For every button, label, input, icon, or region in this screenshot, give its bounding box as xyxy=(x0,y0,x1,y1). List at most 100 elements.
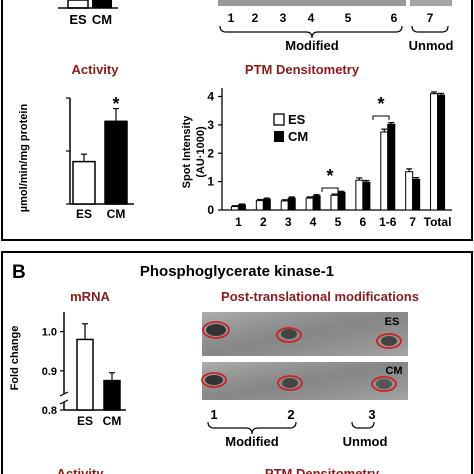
legend-swatch-es xyxy=(273,113,285,126)
ptm-title: PTM Densitometry xyxy=(245,62,360,77)
spot-circle xyxy=(376,333,402,349)
legend-label-cm: CM xyxy=(288,129,308,144)
activity-chart xyxy=(66,97,134,205)
activity-category-es: ES xyxy=(76,207,92,221)
lane-number: 3 xyxy=(280,11,287,25)
ptm-bar-cm xyxy=(337,191,346,211)
lane-number: 7 xyxy=(427,11,434,25)
ptm-bar-es xyxy=(380,131,389,211)
activity-title: Activity xyxy=(72,62,120,77)
lane-number: 2 xyxy=(287,407,294,422)
ptm-category-label: 5 xyxy=(335,215,342,229)
modified-label-b: Modified xyxy=(225,434,278,449)
unmod-label: Unmod xyxy=(409,38,454,53)
ptm-bar-es xyxy=(280,200,289,211)
ptm-bar-es xyxy=(405,171,414,211)
mrna-y-tick-label: 0.9 xyxy=(42,366,57,378)
ptm-bar-cm xyxy=(312,195,321,211)
lane-number: 1 xyxy=(228,11,235,25)
activity-significance-star: * xyxy=(112,94,119,114)
ptm-bar-es xyxy=(255,200,264,211)
modified-label: Modified xyxy=(285,38,338,53)
legend-swatch-cm xyxy=(274,131,284,142)
mrna-title: mRNA xyxy=(70,289,110,304)
mrna-y-tick-label: 0.8 xyxy=(42,405,57,417)
gel-label-cm: CM xyxy=(385,365,402,377)
ptm-category-label: 6 xyxy=(360,215,367,229)
ptm-bar-cm xyxy=(387,123,396,211)
top-minibar-label-es: ES xyxy=(69,12,87,27)
ptm-bar-cm xyxy=(262,198,271,211)
spot-circle xyxy=(277,375,303,391)
modified-brace-b xyxy=(207,421,297,435)
ptm-bar-es xyxy=(330,194,339,211)
activity-category-cm: CM xyxy=(107,207,126,221)
ptm-bar-es xyxy=(305,197,314,211)
ptm-gel-title: Post-translational modifications xyxy=(221,289,419,304)
ptm-bar-cm xyxy=(237,204,246,211)
ptm-star-1-6: * xyxy=(377,94,384,114)
panel-b-frame xyxy=(1,251,473,474)
spot-circle xyxy=(276,327,302,343)
top-gel-image xyxy=(218,0,452,6)
ptm-bar-es xyxy=(430,93,439,211)
ptm-y-tick-label: 2 xyxy=(207,146,214,160)
bottom-activity-title: Activity xyxy=(57,466,105,474)
ptm-category-label: Total xyxy=(424,215,452,229)
panel-b-letter: B xyxy=(12,262,26,283)
mrna-ylabel: Fold change xyxy=(9,326,21,391)
spot-circle xyxy=(371,376,397,392)
ptm-y-tick-label: 0 xyxy=(207,203,214,217)
lane-number: 6 xyxy=(391,11,398,25)
ptm-ylabel-line2: (AU·1000) xyxy=(195,126,207,178)
gel-es-image xyxy=(202,312,408,356)
ptm-bar-cm xyxy=(362,181,371,211)
top-lane-numbers: 1 2 3 4 5 6 7 xyxy=(228,11,434,25)
panel-a-frame xyxy=(1,0,473,241)
ptm-star-5: * xyxy=(326,166,333,186)
top-minibar-cm xyxy=(92,0,112,8)
mrna-category-es: ES xyxy=(77,414,93,428)
ptm-category-label: 1-6 xyxy=(379,215,397,229)
ptm-category-label: 2 xyxy=(260,215,267,229)
top-minibar: ES CM xyxy=(58,0,118,27)
lane-number: 5 xyxy=(345,11,352,25)
ptm-chart: 0 1 2 3 4 1 2 3 4 5 6 1-6 7 Total xyxy=(207,88,452,229)
ptm-bar-es xyxy=(230,206,239,211)
spot-circle xyxy=(201,372,227,388)
ptm-category-label: 4 xyxy=(310,215,317,229)
ptm-bracket-5 xyxy=(321,187,339,192)
panel-b-title: Phosphoglycerate kinase-1 xyxy=(140,263,334,280)
ptm-bracket-1-6 xyxy=(372,115,390,120)
ptm-y-tick-label: 1 xyxy=(207,175,214,189)
lane-number: 3 xyxy=(368,407,375,422)
lane-number: 2 xyxy=(252,11,259,25)
ptm-bar-cm xyxy=(287,197,296,211)
ptm-bar-cm xyxy=(437,94,446,211)
activity-ylabel: µmol/min/mg protein xyxy=(18,104,30,213)
ptm-category-label: 7 xyxy=(409,215,416,229)
ptm-bar-cm xyxy=(412,178,421,211)
ptm-legend: ES CM xyxy=(273,112,308,144)
ptm-y-tick-label: 3 xyxy=(207,118,214,132)
mrna-axis-break xyxy=(59,391,69,397)
activity-bar-cm xyxy=(104,120,128,205)
ptm-bar-es xyxy=(355,179,364,211)
ptm-category-label: 3 xyxy=(285,215,292,229)
lane-number: 4 xyxy=(308,11,315,25)
unmod-label-b: Unmod xyxy=(343,434,388,449)
mrna-y-tick-label: 1.0 xyxy=(42,327,57,339)
unmod-brace xyxy=(411,25,449,33)
gel-cm-image xyxy=(201,362,408,400)
bottom-ptm-title: PTM Densitometry xyxy=(265,466,380,474)
lane-number: 1 xyxy=(210,407,217,422)
ptm-category-label: 1 xyxy=(235,215,242,229)
mrna-bar-cm xyxy=(103,379,121,411)
mrna-chart: 0.8 0.9 1.0 xyxy=(42,312,126,417)
ptm-ylabel-line1: Spot Intensity xyxy=(181,115,193,189)
top-minibar-es xyxy=(67,0,89,9)
gel-label-es: ES xyxy=(385,316,400,328)
mrna-bar-es xyxy=(76,338,94,411)
top-minibar-label-cm: CM xyxy=(92,12,112,27)
